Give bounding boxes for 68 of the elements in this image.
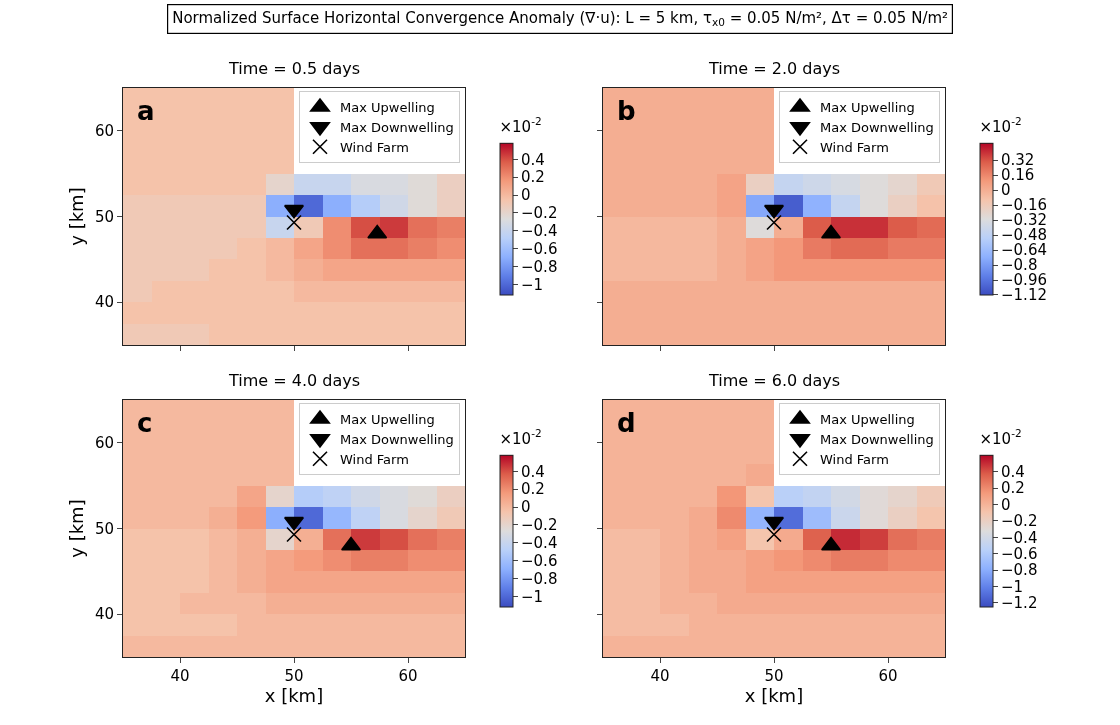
color-bar-label: 0 bbox=[1001, 181, 1011, 200]
legend-label: Max Downwelling bbox=[340, 431, 454, 447]
color-bar-label: −0.8 bbox=[521, 257, 558, 276]
chart-title: Time = 0.5 days bbox=[228, 59, 361, 78]
x-tick-label: 60 bbox=[398, 667, 418, 685]
annotation: c bbox=[137, 408, 153, 438]
y-axis-title: y [km] bbox=[66, 499, 88, 558]
color-bar-label: 0.4 bbox=[521, 462, 545, 481]
legend-label: Max Upwelling bbox=[340, 100, 435, 116]
legend-label: Max Upwelling bbox=[820, 100, 915, 116]
color-bar-label: −0.2 bbox=[521, 204, 558, 223]
color-bar-label: −0.4 bbox=[521, 222, 558, 240]
color-bar-label: −1 bbox=[521, 587, 544, 606]
color-bar-label: −0.6 bbox=[1001, 544, 1038, 563]
color-bar-label: −1.2 bbox=[1001, 594, 1038, 613]
legend-label: Max Downwelling bbox=[340, 119, 454, 135]
color-bar-title: ×10$^{-2}$ bbox=[979, 115, 1022, 136]
color-bar-label: −0.8 bbox=[1001, 561, 1038, 580]
x-tick-label: 50 bbox=[764, 667, 784, 685]
chart-title: Time = 6.0 days bbox=[708, 371, 841, 390]
color-bar-label: −0.2 bbox=[521, 516, 558, 535]
color-bar-label: −1 bbox=[521, 275, 544, 294]
color-bar-label: 0.4 bbox=[521, 150, 545, 169]
color-bar-label: −1.12 bbox=[1001, 286, 1047, 305]
color-bar-label: −0.6 bbox=[521, 239, 558, 258]
text: Normalized Surface Horizontal Convergence Anomaly (∇·u): L = 5 km, τ$_{x0}$ = 0.05 N/m², Δτ = 0.05 N/m² bbox=[172, 9, 949, 29]
chart-title: Time = 4.0 days bbox=[228, 371, 361, 390]
color-bar-title: ×10$^{-2}$ bbox=[979, 427, 1022, 448]
legend-label: Wind Farm bbox=[820, 139, 889, 155]
color-bar-label: 0 bbox=[521, 186, 531, 205]
legend-label: Wind Farm bbox=[820, 451, 889, 467]
color-bar-title: ×10$^{-2}$ bbox=[499, 427, 542, 448]
color-bar-label: 0 bbox=[521, 498, 531, 517]
color-bar-label: 0 bbox=[1001, 495, 1011, 514]
x-axis-title: x [km] bbox=[264, 685, 324, 706]
legend-label: Max Upwelling bbox=[340, 412, 435, 428]
color-bar-label: −0.4 bbox=[1001, 528, 1038, 547]
x-tick-label: 40 bbox=[170, 667, 190, 685]
color-bar-label: −0.2 bbox=[1001, 512, 1038, 531]
y-tick-label: 60 bbox=[94, 122, 114, 141]
annotation: b bbox=[617, 96, 636, 126]
color-bar-label: 0.2 bbox=[521, 168, 545, 187]
x-axis-title: x [km] bbox=[744, 685, 804, 706]
color-bar-label: 0.2 bbox=[1001, 479, 1025, 498]
color-bar-label: −1 bbox=[1001, 577, 1024, 596]
legend-label: Wind Farm bbox=[340, 139, 409, 155]
color-bar-label: −0.4 bbox=[521, 534, 558, 552]
color-bar-label: 0.2 bbox=[521, 480, 545, 499]
x-tick-label: 50 bbox=[284, 667, 304, 685]
y-tick-label: 60 bbox=[94, 434, 114, 453]
chart-title: Time = 2.0 days bbox=[708, 59, 841, 78]
legend-label: Wind Farm bbox=[340, 451, 409, 467]
legend-label: Max Upwelling bbox=[820, 412, 915, 428]
y-tick-label: 50 bbox=[94, 207, 114, 226]
x-tick-label: 40 bbox=[650, 667, 670, 685]
annotation: d bbox=[617, 408, 636, 438]
legend-label: Max Downwelling bbox=[820, 119, 934, 135]
color-bar-label: 0.4 bbox=[1001, 462, 1025, 481]
color-bar-title: ×10$^{-2}$ bbox=[499, 115, 542, 136]
y-tick-label: 40 bbox=[94, 605, 114, 624]
y-axis-title: y [km] bbox=[66, 187, 88, 246]
annotation: a bbox=[137, 96, 155, 126]
legend-label: Max Downwelling bbox=[820, 431, 934, 447]
x-tick-label: 60 bbox=[878, 667, 898, 685]
color-bar-label: −0.8 bbox=[521, 569, 558, 588]
y-tick-label: 40 bbox=[94, 293, 114, 312]
y-tick-label: 50 bbox=[94, 519, 114, 538]
color-bar-label: −0.6 bbox=[521, 551, 558, 570]
